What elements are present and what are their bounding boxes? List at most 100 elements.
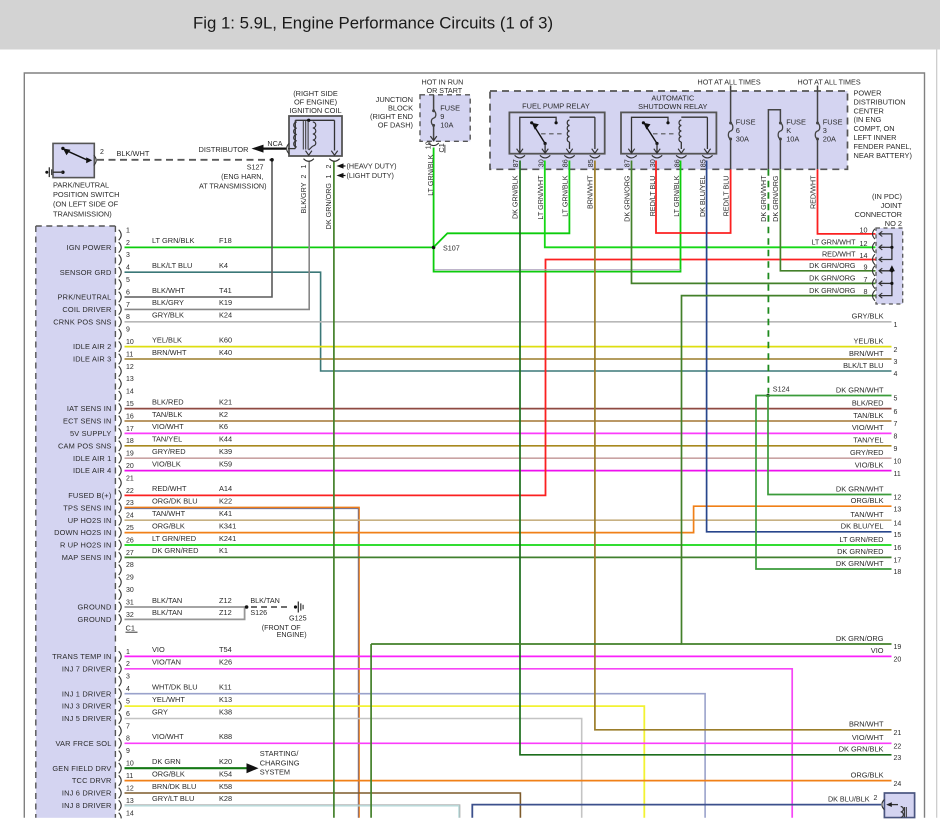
svg-text:6: 6 <box>894 409 898 416</box>
svg-text:GROUND: GROUND <box>77 603 111 612</box>
svg-text:21: 21 <box>894 730 902 737</box>
svg-text:TCC DRVR: TCC DRVR <box>72 776 112 785</box>
svg-text:SENSOR GRD: SENSOR GRD <box>60 268 112 277</box>
svg-text:13: 13 <box>126 376 134 383</box>
svg-text:12: 12 <box>126 364 134 371</box>
svg-text:DK GRN/ORG: DK GRN/ORG <box>324 183 333 230</box>
svg-text:Z12: Z12 <box>219 608 232 617</box>
svg-text:BLK/RED: BLK/RED <box>152 397 184 406</box>
svg-text:TRANS TEMP IN: TRANS TEMP IN <box>52 652 111 661</box>
svg-text:(IN ENG: (IN ENG <box>854 115 882 124</box>
svg-text:VIO: VIO <box>871 646 884 655</box>
svg-text:4: 4 <box>126 265 130 272</box>
svg-text:15: 15 <box>894 532 902 539</box>
svg-text:K40: K40 <box>219 348 232 357</box>
svg-text:TAN/BLK: TAN/BLK <box>853 411 883 420</box>
svg-text:K: K <box>786 126 791 135</box>
svg-text:11: 11 <box>126 773 133 780</box>
svg-text:11: 11 <box>894 471 901 478</box>
svg-text:VIO/WHT: VIO/WHT <box>152 422 184 431</box>
svg-text:VIO/WHT: VIO/WHT <box>852 423 884 432</box>
svg-text:(LIGHT DUTY): (LIGHT DUTY) <box>347 171 394 180</box>
svg-text:FUSE: FUSE <box>440 104 460 113</box>
svg-text:8: 8 <box>894 434 898 441</box>
svg-text:TAN/WHT: TAN/WHT <box>152 509 186 518</box>
svg-text:1: 1 <box>126 227 130 234</box>
svg-text:K28: K28 <box>219 794 232 803</box>
svg-text:K44: K44 <box>219 435 232 444</box>
svg-text:FUSED B(+): FUSED B(+) <box>68 491 111 500</box>
svg-text:TAN/YEL: TAN/YEL <box>152 435 182 444</box>
svg-text:IGNITION COIL: IGNITION COIL <box>289 106 341 115</box>
svg-text:LT GRN/RED: LT GRN/RED <box>839 535 883 544</box>
svg-text:14: 14 <box>126 389 134 396</box>
svg-text:IDLE AIR 2: IDLE AIR 2 <box>73 342 112 351</box>
svg-text:1: 1 <box>894 322 898 329</box>
svg-text:K58: K58 <box>219 782 232 791</box>
svg-text:10A: 10A <box>786 135 799 144</box>
svg-text:6: 6 <box>126 289 130 296</box>
svg-text:K6: K6 <box>219 422 228 431</box>
svg-text:IDLE AIR 3: IDLE AIR 3 <box>73 355 112 364</box>
svg-text:14: 14 <box>860 251 868 260</box>
svg-text:AUTOMATIC: AUTOMATIC <box>651 94 695 103</box>
svg-text:K241: K241 <box>219 534 236 543</box>
svg-text:3: 3 <box>823 126 827 135</box>
svg-text:DK GRN: DK GRN <box>152 757 181 766</box>
svg-text:(ON LEFT SIDE OF: (ON LEFT SIDE OF <box>53 200 119 209</box>
svg-text:JOINT: JOINT <box>881 201 903 210</box>
svg-text:20: 20 <box>894 657 902 664</box>
svg-text:Z12: Z12 <box>219 596 232 605</box>
svg-text:BLOCK: BLOCK <box>388 104 413 113</box>
svg-text:14: 14 <box>126 810 134 817</box>
svg-text:6: 6 <box>126 711 130 718</box>
svg-text:OR START: OR START <box>427 86 463 95</box>
svg-text:DOWN HO2S IN: DOWN HO2S IN <box>54 528 111 537</box>
svg-text:9: 9 <box>894 446 898 453</box>
svg-text:LEFT INNER: LEFT INNER <box>854 133 897 142</box>
svg-text:DK BLU/YEL: DK BLU/YEL <box>841 522 884 531</box>
svg-text:K24: K24 <box>219 311 232 320</box>
svg-text:K11: K11 <box>219 683 232 692</box>
svg-text:CAM POS SNS: CAM POS SNS <box>58 441 112 450</box>
svg-text:C1: C1 <box>437 143 446 152</box>
svg-text:ORG/BLK: ORG/BLK <box>851 770 884 779</box>
svg-text:AT TRANSMISSION): AT TRANSMISSION) <box>199 182 267 191</box>
svg-text:DK GRN/ORG: DK GRN/ORG <box>836 634 884 643</box>
svg-text:DK GRN/ORG: DK GRN/ORG <box>809 261 856 270</box>
svg-text:COMPT, ON: COMPT, ON <box>854 124 895 133</box>
svg-text:2: 2 <box>874 795 878 802</box>
svg-text:DISTRIBUTOR: DISTRIBUTOR <box>199 145 249 154</box>
svg-text:BLK/GRY: BLK/GRY <box>299 182 308 213</box>
svg-text:TAN/WHT: TAN/WHT <box>850 510 884 519</box>
svg-text:GRY/RED: GRY/RED <box>850 448 884 457</box>
svg-text:BLK/LT BLU: BLK/LT BLU <box>152 261 192 270</box>
svg-text:BLK/GRY: BLK/GRY <box>152 298 184 307</box>
svg-text:VIO/WHT: VIO/WHT <box>152 732 184 741</box>
svg-text:25: 25 <box>126 525 134 532</box>
svg-text:ECT SENS IN: ECT SENS IN <box>63 417 111 426</box>
svg-text:85: 85 <box>586 159 595 167</box>
svg-text:13: 13 <box>126 798 134 805</box>
svg-text:GROUND: GROUND <box>77 615 111 624</box>
svg-text:VIO/WHT: VIO/WHT <box>852 733 884 742</box>
svg-text:TAN/BLK: TAN/BLK <box>152 410 182 419</box>
svg-text:ORG/BLK: ORG/BLK <box>152 769 185 778</box>
svg-text:18: 18 <box>126 438 134 445</box>
svg-text:Fig 1: 5.9L, Engine Performanc: Fig 1: 5.9L, Engine Performance Circuits… <box>193 14 553 33</box>
svg-text:K22: K22 <box>219 497 232 506</box>
svg-text:BRN/WHT: BRN/WHT <box>152 348 187 357</box>
svg-text:K4: K4 <box>219 261 228 270</box>
svg-text:K54: K54 <box>219 769 232 778</box>
svg-text:K60: K60 <box>219 335 232 344</box>
svg-text:INJ 7 DRIVER: INJ 7 DRIVER <box>62 664 112 673</box>
svg-text:PARK/NEUTRAL: PARK/NEUTRAL <box>53 181 109 190</box>
svg-text:FUSE: FUSE <box>736 118 756 127</box>
svg-text:NCA: NCA <box>267 139 282 148</box>
svg-text:K2: K2 <box>219 410 228 419</box>
svg-text:DK GRN/BLK: DK GRN/BLK <box>511 175 520 219</box>
svg-text:DK GRN/WHT: DK GRN/WHT <box>759 175 768 222</box>
svg-text:31: 31 <box>126 599 134 606</box>
svg-text:COIL DRIVER: COIL DRIVER <box>62 305 111 314</box>
svg-text:LT GRN/RED: LT GRN/RED <box>152 534 196 543</box>
